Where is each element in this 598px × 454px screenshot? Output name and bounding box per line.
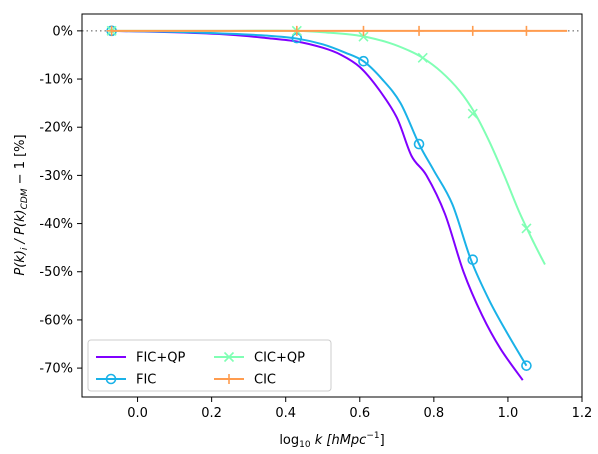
data-point-cic: [521, 25, 532, 36]
data-point-cic: [414, 25, 425, 36]
legend-label: FIC+QP: [136, 351, 186, 366]
legend-marker: [223, 351, 235, 363]
legend-item-cic: CIC: [214, 373, 276, 388]
y-tick-label: -40%: [39, 217, 73, 232]
series-fic-qp: [111, 29, 524, 381]
series-line-fic-qp: [111, 29, 524, 381]
data-point-fic: [413, 138, 425, 150]
x-tick-label: 1.2: [572, 406, 593, 421]
y-tick-label: 0%: [52, 24, 73, 39]
y-tick-label: -30%: [39, 169, 73, 184]
data-point-fic: [467, 254, 479, 265]
data-point-fic: [521, 360, 532, 371]
x-tick-label: 0.6: [349, 406, 370, 421]
plot-area: [82, 14, 582, 397]
data-point-cic-qp: [467, 108, 478, 119]
legend-label: FIC: [136, 373, 156, 388]
x-tick-label: 0.4: [275, 406, 296, 421]
data-point-fic: [358, 55, 369, 67]
legend-marker: [105, 373, 117, 385]
plot-frame: [81, 13, 583, 398]
data-point-cic-qp: [521, 223, 532, 234]
legend-label: CIC: [254, 373, 276, 388]
y-axis-title: P(k)i / P(k)CDM − 1 [%]: [13, 134, 30, 275]
series-layer: [106, 25, 568, 381]
legend-item-fic: FIC: [96, 373, 156, 388]
data-point-cic: [467, 25, 478, 36]
y-tick-label: -60%: [39, 313, 73, 328]
series-line-fic: [111, 29, 528, 367]
data-point-cic: [106, 25, 117, 36]
x-tick-label: 0.0: [127, 406, 148, 421]
legend-item-cic-qp: CIC+QP: [214, 351, 305, 366]
series-cic: [106, 25, 568, 36]
y-tick-label: -20%: [39, 121, 73, 136]
legend-box: [87, 339, 332, 392]
legend-label: CIC+QP: [254, 351, 305, 366]
data-point-cic: [358, 25, 369, 36]
y-tick-label: -10%: [39, 73, 73, 88]
data-point-cic-qp: [417, 52, 428, 63]
legend-marker: [224, 374, 234, 384]
x-tick-label: 1.0: [498, 406, 519, 421]
x-axis: 0.0 0.2 0.4 0.6 0.8 1.0 1.2: [127, 397, 592, 421]
y-tick-label: -70%: [39, 362, 73, 377]
data-point-cic-qp: [358, 31, 369, 42]
x-axis-title: log10 k [hMpc−1]: [279, 431, 384, 450]
x-tick-label: 0.2: [201, 406, 222, 421]
y-tick-label: -50%: [39, 265, 73, 280]
x-tick-label: 0.8: [424, 406, 445, 421]
legend-item-fic-qp: FIC+QP: [96, 351, 186, 366]
data-point-cic: [291, 25, 302, 36]
legend: FIC+QP FIC CIC+QP CIC: [87, 339, 332, 392]
y-axis: 0% -10% -20% -30% -40% -50% -60% -70%: [39, 24, 82, 377]
